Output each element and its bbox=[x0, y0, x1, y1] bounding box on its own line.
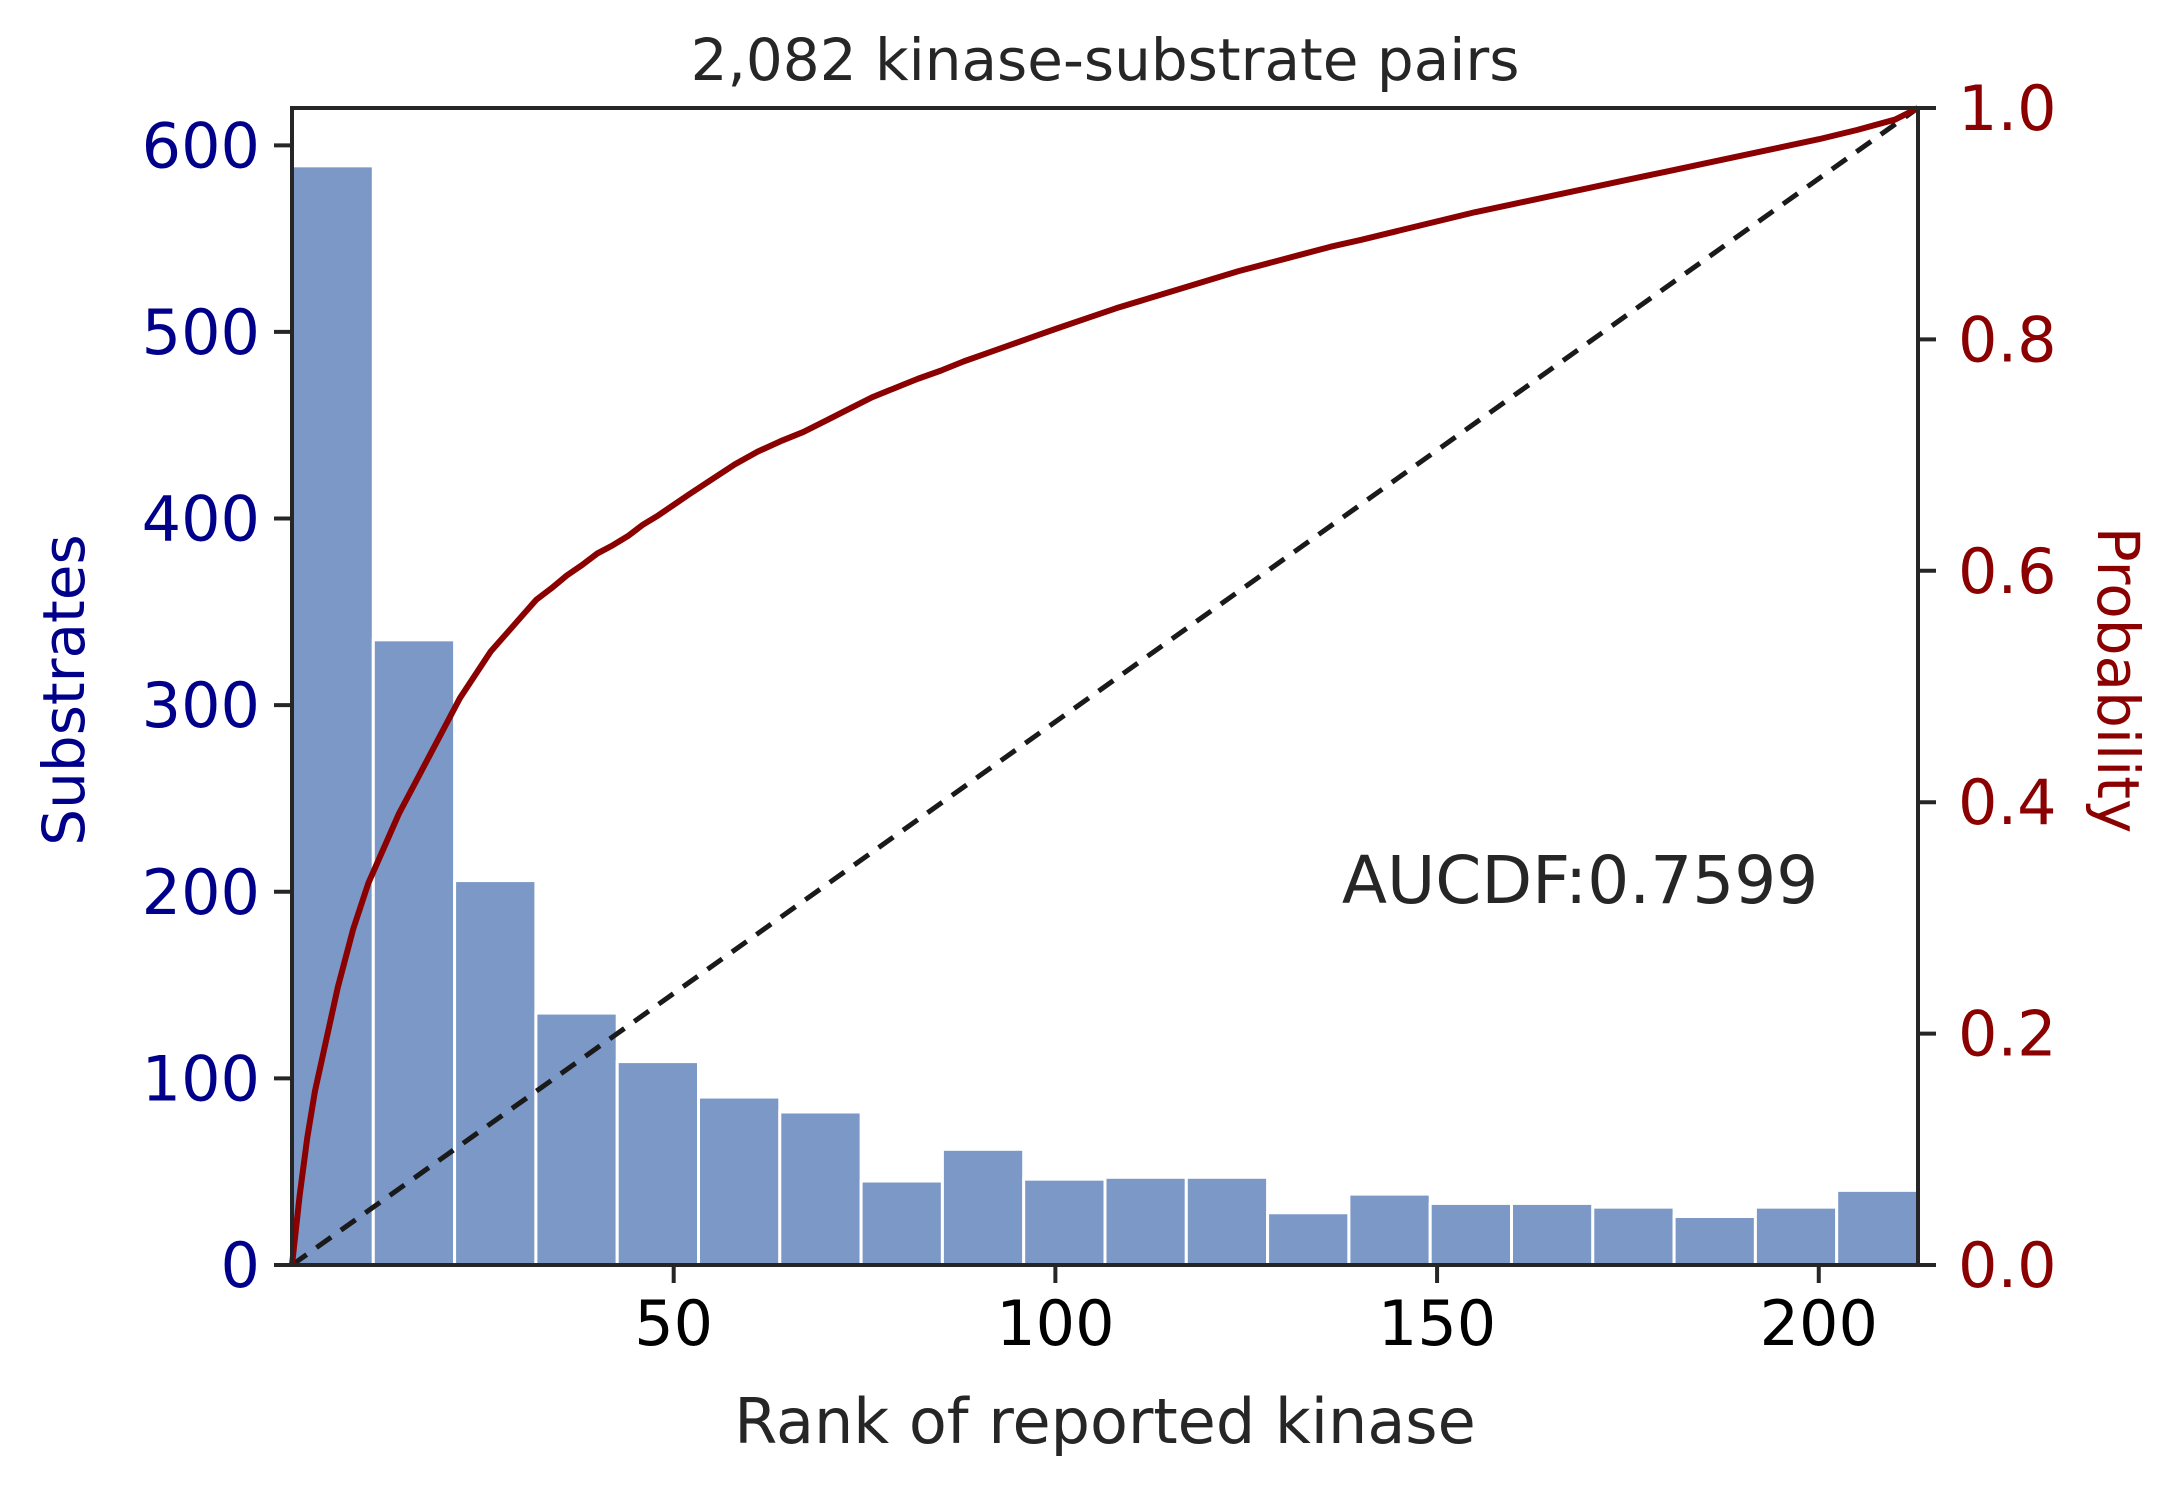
cdf-line bbox=[289, 105, 1920, 1266]
bar bbox=[615, 1060, 701, 1267]
reference-diagonal-line bbox=[290, 105, 1920, 1268]
y-axis-label: Substrates bbox=[30, 534, 98, 845]
y2-axis-ticks: 0.0 0.2 0.4 0.6 0.8 1.0 bbox=[1918, 72, 2057, 1302]
bar bbox=[1835, 1188, 1920, 1267]
bar bbox=[1103, 1175, 1188, 1267]
bar bbox=[1428, 1201, 1513, 1267]
x-tick-label: 50 bbox=[634, 1287, 713, 1360]
y2-tick-label: 0.4 bbox=[1958, 766, 2057, 839]
bar bbox=[1022, 1177, 1107, 1267]
bar bbox=[290, 164, 375, 1267]
bar bbox=[453, 879, 538, 1267]
x-tick-label: 150 bbox=[1378, 1287, 1496, 1360]
y-tick-label: 200 bbox=[142, 856, 260, 929]
y-tick-label: 500 bbox=[142, 296, 260, 369]
bar bbox=[778, 1110, 863, 1267]
y2-tick-label: 0.6 bbox=[1958, 535, 2057, 608]
x-tick-label: 100 bbox=[996, 1287, 1114, 1360]
y-tick-label: 600 bbox=[142, 109, 260, 182]
bar bbox=[940, 1147, 1026, 1267]
y2-axis-label: Probability bbox=[2084, 527, 2152, 834]
chart-title: 2,082 kinase-substrate pairs bbox=[691, 26, 1520, 94]
x-axis-ticks: 50 100 150 200 bbox=[634, 1265, 1878, 1360]
y-tick-label: 300 bbox=[142, 669, 260, 742]
y2-tick-label: 0.0 bbox=[1958, 1229, 2057, 1302]
bar bbox=[1510, 1201, 1595, 1267]
bar bbox=[697, 1095, 782, 1267]
x-axis-label: Rank of reported kinase bbox=[734, 1385, 1476, 1458]
y-axis-ticks: 0 100 200 300 400 500 600 bbox=[142, 109, 292, 1302]
y2-tick-label: 1.0 bbox=[1958, 72, 2057, 145]
y-tick-label: 400 bbox=[142, 483, 260, 556]
y-tick-label: 100 bbox=[142, 1042, 260, 1115]
y2-tick-label: 0.2 bbox=[1958, 998, 2057, 1071]
bar bbox=[1347, 1192, 1432, 1267]
y-tick-label: 0 bbox=[221, 1229, 260, 1302]
plot-frame bbox=[290, 106, 1920, 1267]
bars-layer bbox=[290, 164, 1920, 1267]
y2-tick-label: 0.8 bbox=[1958, 303, 2057, 376]
x-tick-label: 200 bbox=[1760, 1287, 1878, 1360]
bar bbox=[859, 1179, 944, 1267]
bar bbox=[1753, 1205, 1839, 1267]
aucdf-annotation: AUCDF:0.7599 bbox=[1342, 842, 1818, 919]
bar bbox=[1266, 1211, 1351, 1267]
bar bbox=[1184, 1175, 1270, 1267]
bar bbox=[1672, 1214, 1757, 1267]
bar bbox=[1591, 1205, 1676, 1267]
bar bbox=[534, 1011, 619, 1267]
